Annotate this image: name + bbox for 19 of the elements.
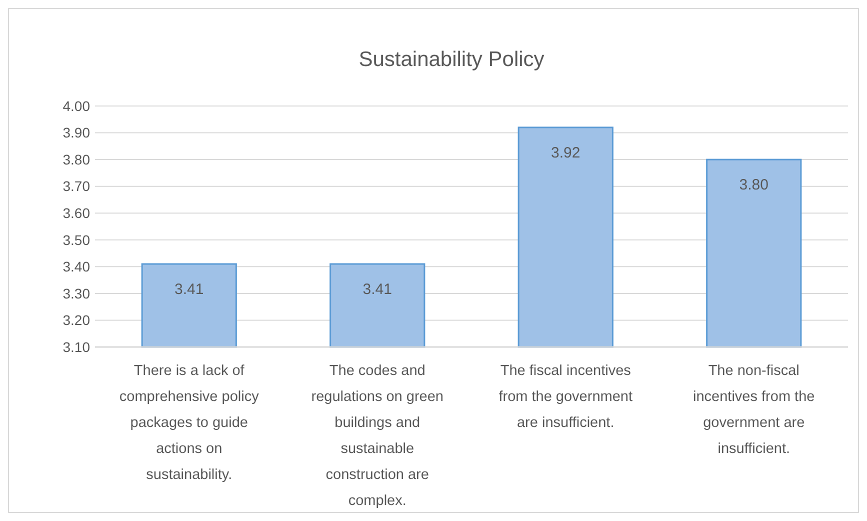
y-tick-label: 3.40 [62,258,90,275]
data-label: 3.92 [551,144,580,162]
data-label: 3.80 [739,176,768,194]
x-tick-label: The non-fiscal incentives from the government are insufficient. [693,363,815,457]
y-tick-label: 3.80 [62,151,90,168]
y-tick-label: 3.60 [62,205,90,222]
y-tick-label: 3.10 [62,338,90,355]
x-tick-label: There is a lack of comprehensive policy packages to guide actions on sustainability. [119,363,260,483]
x-tick-label: The codes and regulations on green buildings and sustainable construction are complex. [311,363,444,509]
y-tick-label: 3.30 [62,285,90,302]
y-tick-label: 3.90 [62,124,90,141]
data-label: 3.41 [174,280,204,298]
y-tick-label: 3.70 [62,178,90,194]
x-tick-label: The fiscal incentives from the government are insufficient. [498,363,633,431]
data-label: 3.41 [362,280,392,298]
y-tick-label: 3.20 [62,312,90,328]
chart-title: Sustainability Policy [358,48,545,71]
y-tick-label: 3.50 [62,232,90,248]
y-tick-label: 4.00 [62,98,90,114]
